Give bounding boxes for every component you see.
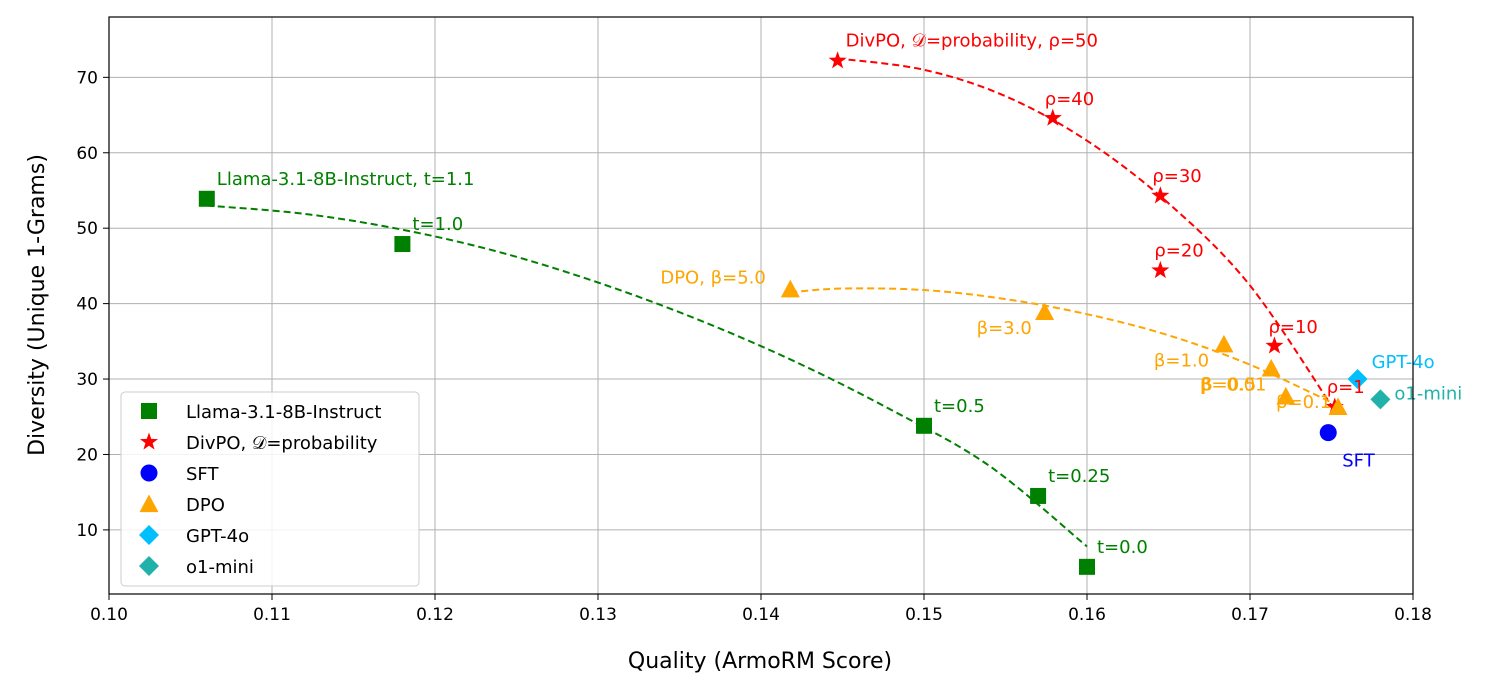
legend: Llama-3.1-8B-Instruct DivPO, 𝒟=probabilit… xyxy=(120,391,420,587)
x-tick-label: 0.12 xyxy=(416,605,454,625)
x-tick-label: 0.13 xyxy=(579,605,617,625)
point-label: ρ=30 xyxy=(1152,166,1201,187)
point-label: DPO, β=5.0 xyxy=(660,267,766,288)
point-labels: Llama-3.1-8B-Instruct, t=1.1 t=1.0 t=0.5 t=… xyxy=(217,31,1463,558)
data-point xyxy=(1043,108,1062,126)
y-tick-label: 50 xyxy=(76,219,98,239)
data-point xyxy=(1079,558,1095,575)
legend-marker xyxy=(139,556,159,576)
fit-curve xyxy=(206,204,1088,548)
point-label: β=1.0 xyxy=(1154,350,1209,371)
y-axis-label: Diversity (Unique 1-Grams) xyxy=(25,154,50,456)
x-tick-label: 0.11 xyxy=(253,605,291,625)
y-tick-label: 60 xyxy=(76,144,98,164)
data-point xyxy=(916,417,932,434)
point-label: ρ=40 xyxy=(1045,89,1094,110)
x-tick-label: 0.10 xyxy=(90,605,128,625)
legend-marker xyxy=(140,464,158,482)
data-point xyxy=(1276,386,1296,405)
data-point xyxy=(1151,186,1170,204)
point-label: DivPO, 𝒟=probability, ρ=50 xyxy=(846,31,1098,52)
point-label: GPT-4o xyxy=(1372,352,1435,373)
data-point xyxy=(394,236,411,253)
legend-box xyxy=(120,391,420,587)
data-point xyxy=(1030,487,1047,504)
data-points xyxy=(198,51,1391,575)
point-label: ρ=1 xyxy=(1327,377,1365,398)
point-label: β=0.1 xyxy=(1276,392,1331,413)
x-tick-label: 0.17 xyxy=(1231,605,1269,625)
x-tick-label: 0.15 xyxy=(905,605,943,625)
point-label: β=0.01 xyxy=(1200,374,1267,395)
point-label: t=0.0 xyxy=(1097,537,1148,558)
data-point xyxy=(1151,260,1170,279)
data-point xyxy=(1214,334,1234,353)
x-tick-label: 0.16 xyxy=(1068,605,1106,625)
x-tick-label: 0.14 xyxy=(742,605,780,625)
point-label: SFT xyxy=(1342,451,1375,472)
point-label: t=0.25 xyxy=(1048,466,1110,487)
data-point xyxy=(1319,424,1337,442)
x-axis-ticks: 0.10 0.11 0.12 0.13 0.14 0.15 0.16 0.17 0.18 xyxy=(90,594,1432,625)
point-label: β=3.0 xyxy=(977,318,1032,339)
data-point xyxy=(1035,302,1055,320)
y-axis-ticks: 10 20 30 40 50 60 70 xyxy=(76,68,109,541)
legend-entry: GPT-4o xyxy=(186,526,249,547)
legend-marker xyxy=(139,432,159,450)
y-tick-label: 70 xyxy=(76,68,98,88)
y-tick-label: 30 xyxy=(76,370,98,390)
point-label: β=0.5 xyxy=(1201,374,1256,395)
data-point xyxy=(780,279,800,298)
legend-marker xyxy=(139,494,159,513)
fit-curves xyxy=(206,57,1339,548)
point-label: ρ=10 xyxy=(1268,317,1317,338)
point-label: t=0.5 xyxy=(934,396,985,417)
point-label: ρ=20 xyxy=(1154,240,1203,261)
legend-entry: Llama-3.1-8B-Instruct xyxy=(186,402,381,423)
y-tick-label: 20 xyxy=(76,445,98,465)
data-point xyxy=(198,190,215,207)
data-point xyxy=(1328,397,1348,416)
legend-entry: SFT xyxy=(186,464,219,485)
legend-marker xyxy=(139,525,159,545)
legend-entry: o1-mini xyxy=(186,557,254,578)
x-axis-label: Quality (ArmoRM Score) xyxy=(628,649,892,674)
data-point xyxy=(1261,358,1281,377)
y-tick-label: 10 xyxy=(76,521,98,541)
x-tick-label: 0.18 xyxy=(1394,605,1432,625)
fit-curve xyxy=(837,57,1336,412)
data-point xyxy=(1347,369,1368,390)
legend-marker xyxy=(141,403,157,419)
point-label: Llama-3.1-8B-Instruct, t=1.1 xyxy=(217,169,475,190)
data-point xyxy=(828,51,847,69)
legend-entry: DPO xyxy=(186,495,225,516)
point-label: t=1.0 xyxy=(412,214,463,235)
fit-curve xyxy=(790,287,1339,407)
data-point xyxy=(1370,389,1391,410)
y-tick-label: 40 xyxy=(76,295,98,315)
point-label: o1-mini xyxy=(1394,383,1462,404)
data-point xyxy=(1265,336,1284,354)
legend-entry: DivPO, 𝒟=probability xyxy=(186,433,378,454)
